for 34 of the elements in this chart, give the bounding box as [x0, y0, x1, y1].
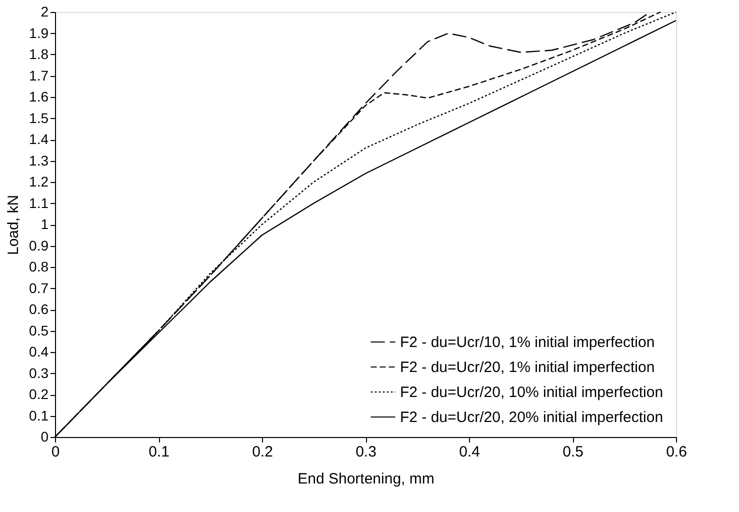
- y-tick-label: 0.4: [29, 344, 49, 360]
- x-tick-label: 0.4: [459, 444, 480, 460]
- y-tick-label: 2: [40, 4, 49, 20]
- y-tick-label: 0: [40, 428, 49, 444]
- x-tick-label: 0.3: [356, 444, 376, 460]
- y-tick-label: 0.9: [29, 237, 49, 254]
- x-tick-label: 0.5: [562, 444, 584, 460]
- y-tick-label: 0.1: [29, 407, 49, 424]
- y-tick-label: 1.9: [29, 24, 49, 41]
- y-tick-label: 1.1: [29, 194, 49, 211]
- y-tick-label: 0.7: [29, 280, 49, 296]
- y-tick-label: 0.3: [29, 364, 49, 381]
- y-tick-label: 1.2: [29, 174, 49, 190]
- y-tick-label: 0.6: [29, 301, 49, 317]
- y-tick-label: 0.2: [29, 386, 49, 402]
- y-tick-label: 0.5: [29, 322, 49, 338]
- y-axis-title: Load, kN: [5, 194, 22, 256]
- y-tick-label: 1.6: [29, 88, 49, 104]
- legend-label: F2 - du=Ucr/10, 1% initial imperfection: [400, 334, 655, 351]
- y-tick-label: 0.8: [29, 258, 49, 274]
- x-tick-label: 0.6: [666, 444, 687, 460]
- y-tick-label: 1.8: [29, 46, 49, 62]
- x-axis-title: End Shortening, mm: [298, 470, 434, 488]
- y-tick-label: 1.4: [29, 131, 49, 147]
- legend-label: F2 - du=Ucr/20, 1% initial imperfection: [400, 359, 655, 376]
- x-tick-label: 0.1: [148, 444, 170, 460]
- x-tick-label: 0.2: [252, 444, 273, 460]
- legend-label: F2 - du=Ucr/20, 10% initial imperfection: [400, 384, 664, 401]
- y-tick-label: 1.5: [29, 110, 49, 126]
- x-tick-label: 0: [51, 444, 60, 460]
- legend-label: F2 - du=Ucr/20, 20% initial imperfection: [400, 409, 664, 426]
- y-tick-label: 1.7: [29, 67, 49, 84]
- y-tick-label: 1.3: [29, 152, 49, 168]
- y-tick-label: 1: [40, 216, 49, 232]
